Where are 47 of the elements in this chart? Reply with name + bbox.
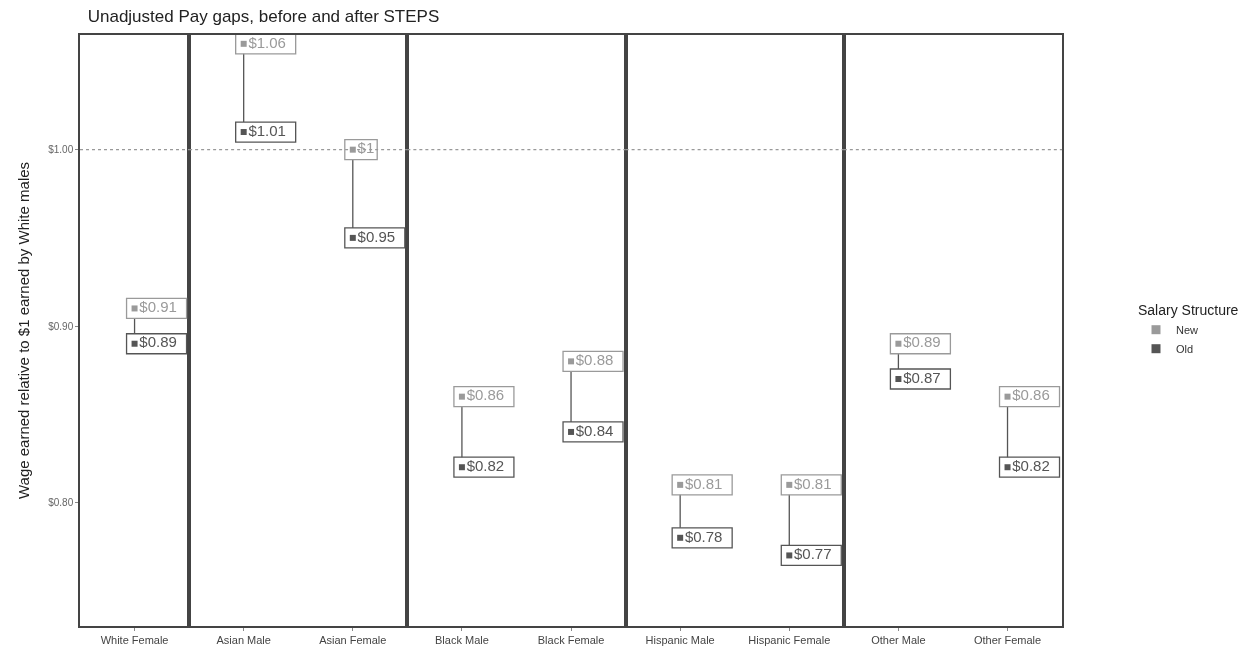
data-label: $0.82 <box>466 456 505 474</box>
data-label: $0.87 <box>903 368 941 386</box>
y-axis-title: Wage earned relative to $1 earned by White males <box>14 161 32 500</box>
legend-label: Old <box>1176 342 1194 355</box>
data-label: $0.84 <box>575 421 614 439</box>
point <box>568 428 575 435</box>
data-label: $0.81 <box>684 474 723 492</box>
x-tick-label: Asian Female <box>319 633 387 646</box>
point <box>458 393 465 400</box>
y-tick-label: $1.00 <box>48 144 74 156</box>
data-label: $0.89 <box>903 333 941 351</box>
data-label: $0.82 <box>1012 456 1050 474</box>
data-label: $0.81 <box>794 474 832 492</box>
point <box>240 40 247 47</box>
data-label: $1 <box>357 139 375 157</box>
data-label: $1.06 <box>248 33 286 51</box>
x-tick-label: Other Male <box>871 633 926 646</box>
x-tick-label: Hispanic Male <box>645 633 715 646</box>
x-tick-label: Black Male <box>435 633 489 646</box>
y-tick-label: $0.80 <box>48 497 74 509</box>
data-label: $0.95 <box>357 227 396 245</box>
point <box>895 376 902 383</box>
data-label: $0.89 <box>139 333 177 351</box>
x-tick-label: Hispanic Female <box>748 633 831 646</box>
x-tick-label: Asian Male <box>216 633 271 646</box>
point <box>568 358 575 365</box>
point <box>349 234 356 241</box>
point <box>458 464 465 471</box>
data-label: $0.88 <box>575 351 614 369</box>
y-tick-label: $0.90 <box>48 320 74 332</box>
point <box>240 129 247 136</box>
legend-title: Salary Structure <box>1138 302 1239 319</box>
point <box>349 146 356 153</box>
point <box>1004 393 1011 400</box>
data-label: $0.86 <box>1012 386 1050 404</box>
point <box>1004 464 1011 471</box>
x-tick-label: Other Female <box>973 633 1042 646</box>
data-label: $0.78 <box>684 527 723 545</box>
legend-label: New <box>1176 323 1199 336</box>
data-label: $0.77 <box>794 545 832 563</box>
text: Unadjusted Pay gaps, before and after STEPS <box>87 6 440 26</box>
x-tick-label: Black Female <box>537 633 605 646</box>
data-label: $0.91 <box>139 298 177 316</box>
data-label: $1.01 <box>248 121 286 139</box>
point <box>895 340 902 347</box>
data-label: $0.86 <box>466 386 505 404</box>
x-tick-label: White Female <box>100 633 169 646</box>
